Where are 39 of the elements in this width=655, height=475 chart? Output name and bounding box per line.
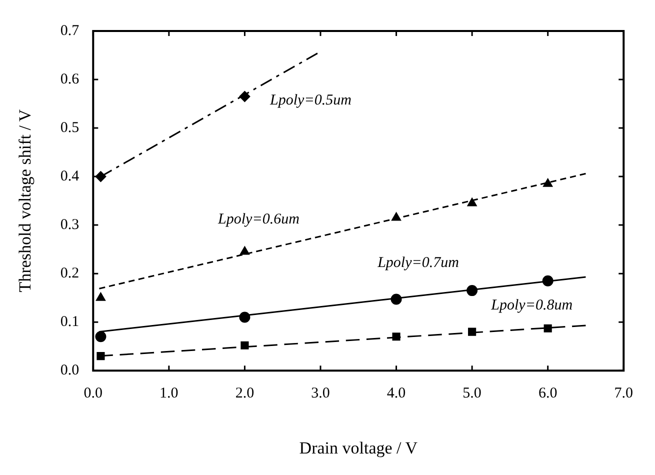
point <box>542 275 554 286</box>
x-tick-label: 6.0 <box>538 386 558 402</box>
point <box>543 178 553 187</box>
x-tick-label: 3.0 <box>311 386 330 402</box>
x-tick-label: 2.0 <box>235 386 254 402</box>
point <box>239 312 250 323</box>
y-tick-label: 0.5 <box>60 120 80 136</box>
point <box>240 246 250 255</box>
point <box>390 294 402 305</box>
y-tick-label: 0.2 <box>60 266 80 282</box>
point <box>96 352 105 360</box>
x-tick-label: 7.0 <box>614 386 633 402</box>
y-tick-label: 0.6 <box>60 71 80 88</box>
x-tick-label: 4.0 <box>386 386 406 402</box>
x-tick-label: 5.0 <box>462 386 482 402</box>
x-axis-title: Drain voltage / V <box>299 438 418 458</box>
point <box>468 328 476 336</box>
point <box>391 212 402 221</box>
x-tick-label: 0.0 <box>84 386 103 402</box>
point <box>544 324 552 332</box>
point <box>240 341 249 350</box>
y-tick-label: 0.1 <box>60 314 80 330</box>
y-tick-label: 0.4 <box>60 168 80 184</box>
y-tick-label: 0.3 <box>60 216 80 233</box>
series-label: Lpoly=0.7um <box>376 255 460 272</box>
text: Lpoly=0.6um <box>217 212 300 228</box>
point <box>466 285 478 296</box>
point <box>392 332 400 341</box>
point <box>467 198 477 206</box>
y-tick-label: 0.7 <box>60 22 80 39</box>
point <box>95 171 106 182</box>
series-label: Lpoly=0.8um <box>490 297 573 314</box>
point <box>95 331 106 342</box>
series-label: Lpoly=0.5um <box>269 92 352 108</box>
point <box>96 292 106 301</box>
y-axis-title: Threshold voltage shift / V <box>16 108 35 292</box>
point <box>239 90 250 102</box>
x-tick-label: 1.0 <box>160 386 178 402</box>
y-tick-label: 0.0 <box>60 362 80 379</box>
